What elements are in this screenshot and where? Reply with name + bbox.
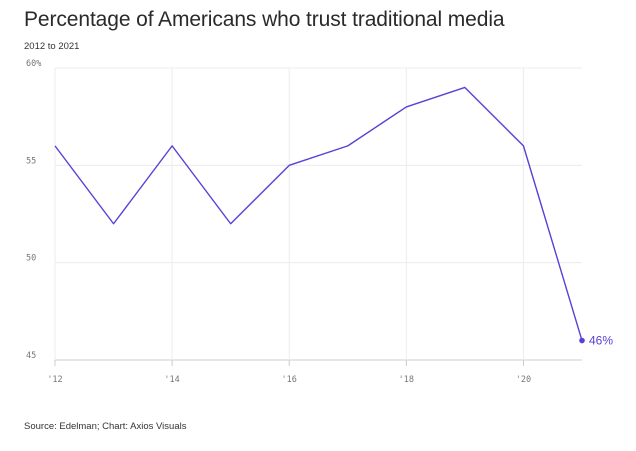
chart-subtitle: 2012 to 2021 bbox=[24, 41, 80, 52]
trust-series-line bbox=[54, 86, 583, 341]
end-value-label: 46% bbox=[589, 334, 613, 348]
x-tick-label: '20 bbox=[516, 375, 531, 385]
series-layer bbox=[54, 86, 585, 344]
label-layer: 60% 55 50 45 '12 '14 '16 '18 '20 46% bbox=[26, 59, 613, 385]
y-tick-label: 60% bbox=[26, 59, 41, 69]
x-tick-label: '14 bbox=[164, 375, 179, 385]
grid-layer bbox=[54, 67, 582, 361]
y-tick-label: 50 bbox=[26, 254, 36, 264]
end-point-marker bbox=[579, 337, 585, 344]
x-tick-label: '18 bbox=[399, 375, 414, 385]
chart-title: Percentage of Americans who trust tradit… bbox=[24, 8, 505, 31]
y-tick-label: 55 bbox=[26, 156, 36, 166]
chart-source: Source: Edelman; Chart: Axios Visuals bbox=[24, 421, 187, 432]
y-tick-label: 45 bbox=[26, 351, 36, 361]
x-tick-label: '16 bbox=[282, 375, 297, 385]
axis-layer bbox=[54, 360, 524, 366]
x-tick-label: '12 bbox=[47, 375, 62, 385]
